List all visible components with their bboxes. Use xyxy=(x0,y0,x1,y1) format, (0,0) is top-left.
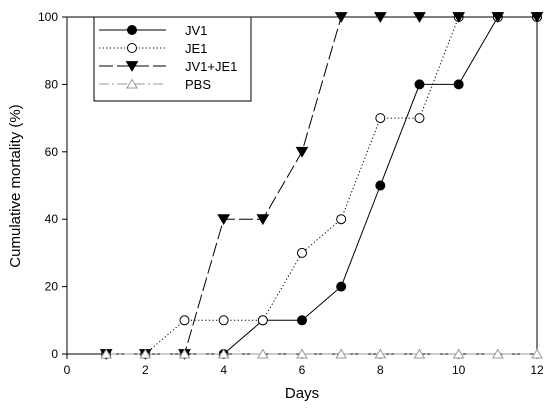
data-point-je1 xyxy=(179,315,190,326)
x-tick-label: 6 xyxy=(299,363,306,377)
data-point-jv1 xyxy=(297,315,307,326)
data-point-pbs xyxy=(217,348,230,359)
data-point-jv1 xyxy=(336,281,347,292)
data-point-je1 xyxy=(414,113,425,124)
data-point-jv1 xyxy=(375,180,386,191)
data-point-pbs xyxy=(100,348,113,359)
data-point-pbs xyxy=(256,348,269,359)
data-point-jv1-je1 xyxy=(373,12,387,23)
data-point-pbs xyxy=(374,348,387,359)
legend-label-jv1: JV1 xyxy=(185,23,207,38)
x-tick-label: 8 xyxy=(377,363,384,377)
data-point-jv1-je1 xyxy=(256,214,270,226)
data-point-pbs xyxy=(531,348,543,359)
legend-marker-jv1 xyxy=(127,25,137,35)
ticks: 0 2 4 6 8 10 12 0 20 40 60 80 100 xyxy=(38,10,544,377)
y-axis-title: Cumulative mortality (%) xyxy=(7,104,24,267)
data-point-pbs xyxy=(296,348,308,359)
series-line-jv1-je1 xyxy=(106,16,537,355)
x-tick-label: 10 xyxy=(452,363,466,377)
series-line-jv1 xyxy=(106,16,537,355)
data-point-jv1-je1 xyxy=(295,146,309,158)
data-point-pbs xyxy=(335,348,348,359)
series-pbs xyxy=(100,348,543,359)
data-point-jv1-je1 xyxy=(334,12,348,23)
data-point-pbs xyxy=(491,348,504,359)
y-tick-label: 80 xyxy=(45,77,59,91)
data-point-pbs xyxy=(139,348,152,359)
data-point-pbs xyxy=(178,348,191,359)
y-tick-label: 60 xyxy=(45,145,59,159)
data-point-jv1-je1 xyxy=(452,12,466,23)
legend-marker-je1 xyxy=(127,43,137,53)
data-point-je1 xyxy=(375,113,386,124)
data-point-jv1 xyxy=(453,79,464,90)
legend-marker-pbs xyxy=(126,78,138,89)
data-point-je1 xyxy=(336,214,347,225)
data-point-pbs xyxy=(452,348,465,359)
series-layer xyxy=(99,12,544,360)
y-tick-label: 20 xyxy=(45,280,59,294)
data-point-jv1-je1 xyxy=(491,12,505,23)
data-point-jv1-je1 xyxy=(530,12,544,23)
legend-label-je1: JE1 xyxy=(185,41,207,56)
y-tick-label: 40 xyxy=(45,212,59,226)
data-point-je1 xyxy=(218,315,229,326)
data-point-jv1 xyxy=(414,79,425,90)
x-tick-label: 12 xyxy=(530,363,544,377)
data-point-je1 xyxy=(257,315,268,326)
data-point-je1 xyxy=(297,247,307,258)
legend-label-jv1-je1: JV1+JE1 xyxy=(185,59,237,74)
legend-box xyxy=(93,16,252,102)
x-tick-label: 0 xyxy=(64,363,71,377)
y-tick-label: 0 xyxy=(51,347,58,361)
x-tick-label: 4 xyxy=(220,363,227,377)
x-tick-label: 2 xyxy=(142,363,149,377)
x-axis-title: Days xyxy=(285,385,319,402)
legend: JV1 JE1 JV1+JE1 PBS xyxy=(93,16,252,102)
y-tick-label: 100 xyxy=(38,10,58,24)
legend-label-pbs: PBS xyxy=(185,77,211,92)
legend-marker-jv1-je1 xyxy=(125,61,139,72)
data-point-pbs xyxy=(413,348,426,359)
data-point-jv1-je1 xyxy=(413,12,426,23)
data-point-jv1-je1 xyxy=(217,214,231,226)
